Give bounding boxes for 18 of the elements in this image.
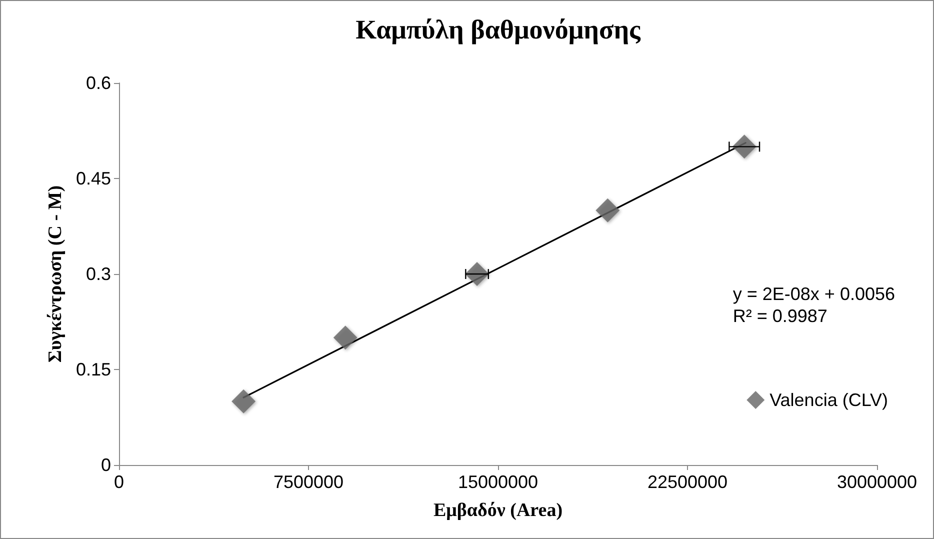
y-tick-label: 0 xyxy=(100,455,111,475)
legend-label: Valencia (CLV) xyxy=(770,390,888,410)
point xyxy=(333,326,358,350)
annotation: y = 2E-08x + 0.0056 R² = 0.9987 xyxy=(732,284,896,326)
y-tick-label: 0.3 xyxy=(86,264,111,284)
y-axis-title: Συγκέντρωση (C - M) xyxy=(45,185,66,363)
x-tick-label: 0 xyxy=(114,472,124,492)
y-tick-label: 0.45 xyxy=(76,168,111,188)
x-tick-label: 15000000 xyxy=(458,472,538,492)
x-tick-label: 30000000 xyxy=(836,472,918,492)
x-axis-title: Εμβαδόν (Area) xyxy=(433,500,563,521)
y-tick-label: 0.15 xyxy=(76,360,111,380)
y-tick-label: 0.6 xyxy=(86,73,111,93)
point xyxy=(232,389,256,414)
point xyxy=(596,198,620,222)
chart-title: Καμπύλη βαθμονόμησης xyxy=(356,14,642,44)
x-tick-label: 7500000 xyxy=(273,472,344,492)
x-tick-label: 22500000 xyxy=(647,472,728,492)
